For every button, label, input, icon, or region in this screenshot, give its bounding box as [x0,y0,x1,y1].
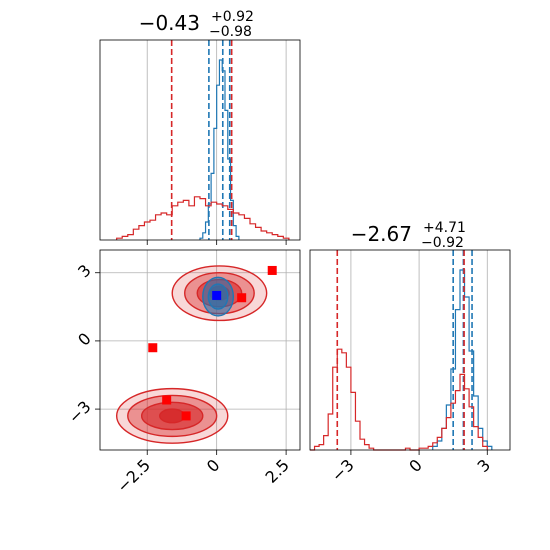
bottom-left-ytick-label-2: −3 [65,397,95,427]
bottom-left-ytick-label-1: 0 [74,329,95,350]
bottom-left-marker-4 [181,411,191,421]
title-bottom-right: −2.67 [351,222,412,246]
plot-area-bottom-right: −3 0 3 [309,249,511,486]
top-left-hist-series-0 [199,59,240,240]
bottom-left-frame [99,249,301,451]
panel-bottom-left: −2.5 0 2.5 3 0 −3 [65,249,301,496]
bottom-left-xtick-label-1: 0 [203,455,224,476]
title-top-left-minus: −0.98 [209,24,252,40]
title-bottom-right-minus: −0.92 [421,235,464,251]
bottom-right-xtick-label-2: 3 [473,455,494,476]
bottom-left-marker-3 [162,395,172,405]
title-top-left-plus: +0.92 [211,9,254,25]
plot-area-bottom-left: −2.5 0 2.5 3 0 −3 [65,249,301,496]
bottom-left-xtick-label-2: 2.5 [262,455,293,486]
bottom-right-xtick-label-1: 0 [405,455,426,476]
bottom-right-xtick-label-0: −3 [328,455,358,485]
bottom-right-hist-series-0 [432,269,493,450]
panel-top-left: −0.43 +0.92 −0.98 [99,9,301,245]
plot-area-top-left [99,39,301,245]
title-top-left: −0.43 [139,11,200,35]
title-bottom-right-median: −2.67 [351,222,412,246]
title-bottom-right-plus: +4.71 [423,220,466,236]
bottom-right-frame [309,249,511,451]
bottom-left-marker-2 [148,343,158,353]
bottom-left-contour-1-3 [159,408,186,424]
top-left-hist-series-1 [116,196,290,240]
bottom-left-marker-5 [212,290,222,300]
top-left-frame [99,39,301,241]
title-top-left-median: −0.43 [139,11,200,35]
bottom-left-xtick-label-0: −2.5 [113,455,154,496]
bottom-left-marker-0 [267,265,277,275]
panel-bottom-right: −2.67 +4.71 −0.92 −3 0 3 [309,220,511,486]
bottom-left-marker-1 [237,293,247,303]
bottom-left-ytick-label-0: 3 [74,261,95,282]
